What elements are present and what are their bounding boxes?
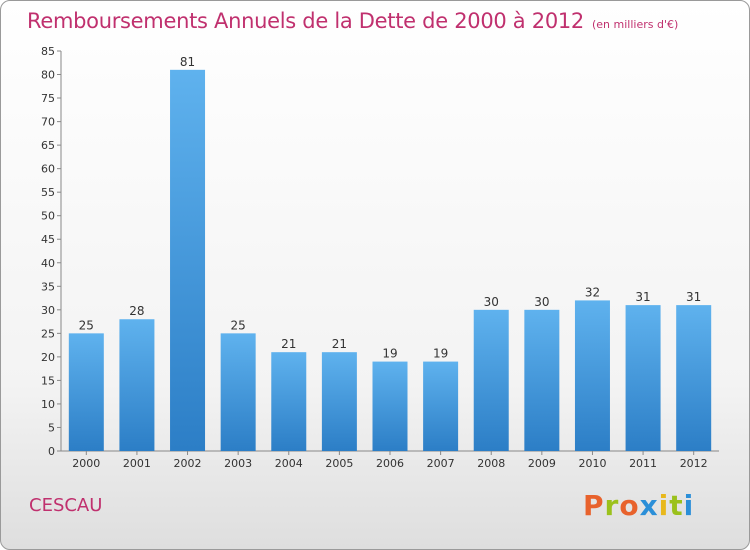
data-label-2004: 21 — [281, 337, 296, 351]
x-tick-label-2005: 2005 — [325, 457, 353, 470]
bar-2005 — [321, 352, 357, 451]
y-tick-label: 50 — [41, 210, 55, 223]
logo-letter: i — [658, 489, 670, 522]
x-tick-label-2002: 2002 — [174, 457, 202, 470]
logo-letter: t — [669, 489, 684, 522]
logo-letter: i — [683, 489, 695, 522]
logo-letter: o — [619, 489, 640, 522]
y-tick-label: 60 — [41, 163, 55, 176]
x-tick-label-2006: 2006 — [376, 457, 404, 470]
x-tick-label-2001: 2001 — [123, 457, 151, 470]
y-tick-label: 15 — [41, 374, 55, 387]
data-label-2010: 32 — [585, 285, 600, 299]
chart-subtitle: (en milliers d'€) — [592, 18, 679, 31]
bar-2002 — [170, 69, 206, 451]
y-tick-label: 20 — [41, 351, 55, 364]
y-tick-label: 45 — [41, 233, 55, 246]
x-tick-label-2011: 2011 — [629, 457, 657, 470]
y-tick-label: 35 — [41, 280, 55, 293]
data-label-2006: 19 — [382, 347, 397, 361]
bar-2004 — [271, 352, 307, 451]
y-tick-label: 75 — [41, 92, 55, 105]
y-tick-label: 10 — [41, 398, 55, 411]
data-label-2000: 25 — [79, 318, 94, 332]
bar-2011 — [625, 305, 661, 451]
data-label-2008: 30 — [484, 295, 499, 309]
y-tick-label: 0 — [48, 445, 55, 458]
data-label-2011: 31 — [635, 290, 650, 304]
x-tick-label-2009: 2009 — [528, 457, 556, 470]
chart-title: Remboursements Annuels de la Dette de 20… — [27, 9, 679, 33]
data-label-2001: 28 — [129, 304, 144, 318]
bar-2003 — [220, 333, 256, 451]
logo-letter: r — [604, 489, 620, 522]
bar-2006 — [372, 361, 408, 451]
x-tick-label-2003: 2003 — [224, 457, 252, 470]
logo-letter: P — [583, 489, 605, 522]
bar-2000 — [68, 333, 104, 451]
data-label-2002: 81 — [180, 55, 195, 69]
y-tick-label: 55 — [41, 186, 55, 199]
bar-2001 — [119, 319, 155, 451]
proxiti-logo: Proxiti — [583, 489, 694, 522]
data-label-2005: 21 — [332, 337, 347, 351]
x-tick-label-2012: 2012 — [680, 457, 708, 470]
y-tick-label: 25 — [41, 327, 55, 340]
y-tick-label: 5 — [48, 421, 55, 434]
logo-letter: x — [639, 489, 659, 522]
commune-name: CESCAU — [29, 495, 103, 516]
y-tick-label: 70 — [41, 116, 55, 129]
bar-2007 — [423, 361, 459, 451]
data-label-2007: 19 — [433, 347, 448, 361]
bar-2010 — [574, 300, 610, 451]
y-tick-label: 80 — [41, 69, 55, 82]
x-tick-label-2010: 2010 — [578, 457, 606, 470]
bar-2009 — [524, 309, 560, 451]
y-tick-label: 40 — [41, 257, 55, 270]
bar-2012 — [676, 305, 712, 451]
data-label-2003: 25 — [231, 318, 246, 332]
y-tick-label: 85 — [41, 45, 55, 58]
data-label-2012: 31 — [686, 290, 701, 304]
bar-2008 — [473, 309, 509, 451]
x-tick-label-2000: 2000 — [72, 457, 100, 470]
x-tick-label-2008: 2008 — [477, 457, 505, 470]
y-tick-label: 30 — [41, 304, 55, 317]
x-tick-label-2007: 2007 — [427, 457, 455, 470]
y-tick-label: 65 — [41, 139, 55, 152]
x-tick-label-2004: 2004 — [275, 457, 303, 470]
data-label-2009: 30 — [534, 295, 549, 309]
